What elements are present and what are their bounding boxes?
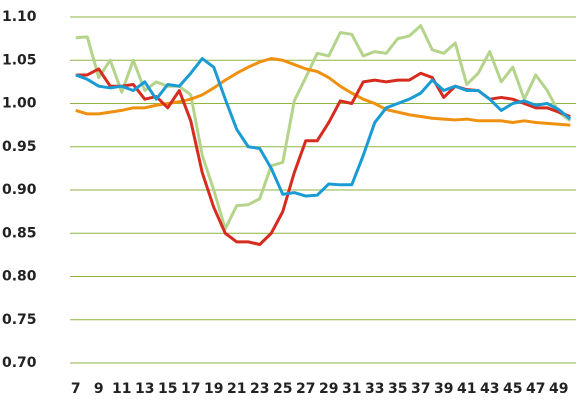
series-line xyxy=(75,57,572,198)
y-tick-label: 0.85 xyxy=(2,225,37,241)
series-line xyxy=(75,24,572,231)
y-tick-label: 1.05 xyxy=(2,52,37,68)
x-tick-label: 11 xyxy=(112,381,131,397)
x-tick-label: 19 xyxy=(204,381,223,397)
x-tick-label: 35 xyxy=(388,381,407,397)
y-tick-label: 0.80 xyxy=(2,269,37,285)
series-line xyxy=(75,57,571,127)
y-tick-label: 1.10 xyxy=(2,9,37,25)
x-tick-label: 9 xyxy=(94,381,104,397)
x-tick-label: 31 xyxy=(342,381,361,397)
x-tick-label: 25 xyxy=(273,381,292,397)
x-tick-label: 23 xyxy=(250,381,269,397)
series-line xyxy=(75,67,571,246)
x-tick-label: 49 xyxy=(549,381,568,397)
x-tick-label: 27 xyxy=(296,381,315,397)
x-tick-label: 29 xyxy=(319,381,338,397)
x-tick-label: 7 xyxy=(71,381,81,397)
y-tick-label: 0.75 xyxy=(2,312,37,328)
y-tick-label: 0.90 xyxy=(2,182,37,198)
x-tick-label: 47 xyxy=(526,381,545,397)
x-tick-label: 45 xyxy=(503,381,522,397)
x-tick-label: 37 xyxy=(411,381,430,397)
x-tick-label: 21 xyxy=(227,381,246,397)
x-tick-label: 15 xyxy=(158,381,177,397)
x-tick-label: 39 xyxy=(434,381,453,397)
y-tick-label: 0.70 xyxy=(2,355,37,371)
x-tick-label: 43 xyxy=(480,381,499,397)
x-tick-label: 17 xyxy=(181,381,200,397)
x-tick-label: 41 xyxy=(457,381,476,397)
x-tick-label: 33 xyxy=(365,381,384,397)
y-tick-label: 1.00 xyxy=(2,96,37,112)
y-tick-label: 0.95 xyxy=(2,139,37,155)
x-tick-label: 13 xyxy=(135,381,154,397)
